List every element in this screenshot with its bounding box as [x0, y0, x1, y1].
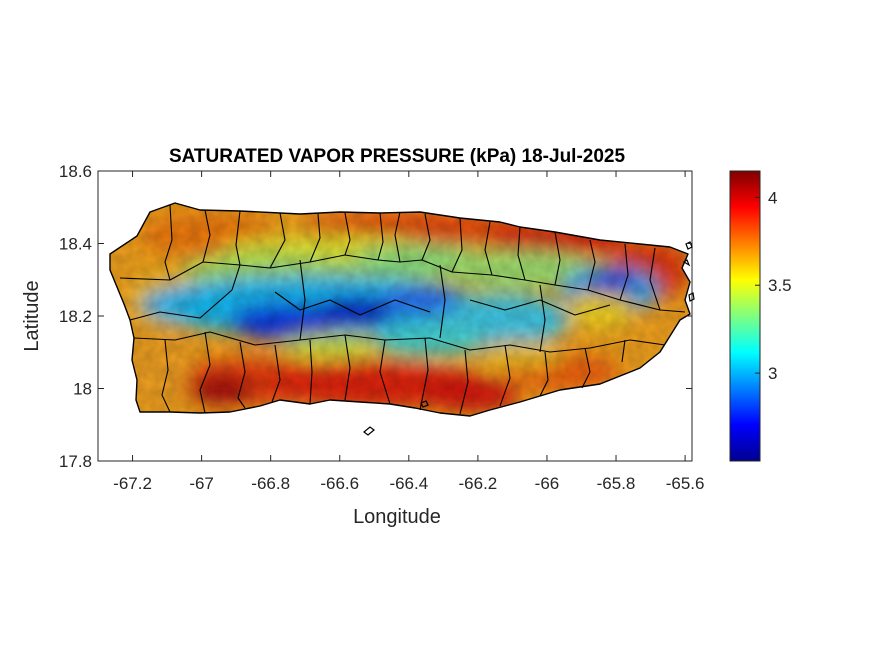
x-tick-label: -66 [535, 474, 560, 493]
y-tick-label: 17.8 [59, 452, 92, 471]
colorbar [729, 170, 761, 462]
colorbar-tick-label: 3.5 [768, 276, 792, 295]
y-axis-label: Latitude [21, 280, 43, 351]
colorbar-tick-label: 4 [768, 188, 777, 207]
x-tick-label: -65.6 [666, 474, 705, 493]
y-tick-label: 18.4 [59, 235, 92, 254]
vapor-pressure-field [110, 203, 690, 416]
x-tick-label: -66.2 [459, 474, 498, 493]
colorbar-tick-label: 3 [768, 364, 777, 383]
x-tick-label: -66.4 [389, 474, 428, 493]
map-title: SATURATED VAPOR PRESSURE (kPa) 18-Jul-20… [169, 146, 626, 167]
y-axis: 17.8 18 18.2 18.4 18.6 [59, 162, 692, 471]
y-tick-label: 18.2 [59, 307, 92, 326]
x-tick-label: -66.8 [251, 474, 290, 493]
x-tick-label: -67.2 [113, 474, 152, 493]
x-tick-label: -67 [189, 474, 214, 493]
x-axis-label: Longitude [353, 506, 441, 528]
x-tick-label: -66.6 [320, 474, 359, 493]
offshore-cays [363, 241, 695, 436]
colorbar-ticks: 33.54 [755, 188, 792, 383]
x-tick-label: -65.8 [597, 474, 636, 493]
x-axis: -67.2 -67 -66.8 -66.6 -66.4 -66.2 -66 -65.8 -65.… [113, 171, 704, 493]
y-tick-label: 18 [73, 380, 92, 399]
municipality-boundaries [109, 202, 691, 417]
y-tick-label: 18.6 [59, 162, 92, 181]
